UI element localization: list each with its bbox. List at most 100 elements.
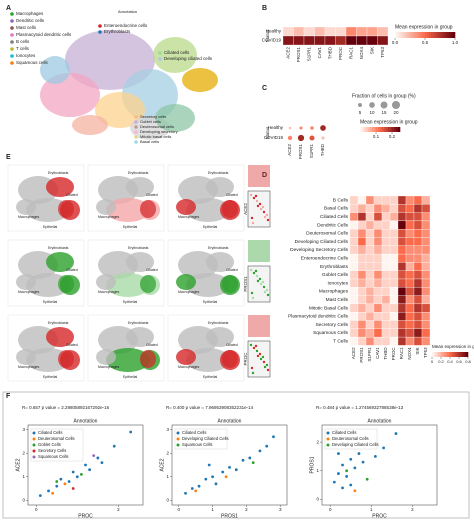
heat-cell bbox=[357, 328, 367, 338]
heat-cell bbox=[357, 295, 367, 305]
heat-cell bbox=[389, 328, 399, 338]
colorbar-step bbox=[465, 352, 467, 357]
scatter-point bbox=[251, 461, 255, 465]
colorbar-step bbox=[403, 32, 406, 38]
colorbar-step bbox=[436, 352, 439, 357]
colorbar-step bbox=[388, 127, 391, 132]
row-label: Mitotic Basal Cells bbox=[309, 305, 349, 311]
side-point bbox=[254, 344, 258, 348]
cluster-label: Ciliated bbox=[226, 343, 238, 347]
umap-cluster bbox=[40, 56, 70, 84]
umap-highlight bbox=[58, 275, 74, 293]
scatter-point bbox=[84, 463, 87, 467]
scatter-point bbox=[197, 484, 201, 488]
colorbar-step bbox=[442, 352, 445, 357]
umap-label: Developing secretory bbox=[140, 129, 178, 134]
umap-cells bbox=[206, 177, 234, 197]
heat-cell bbox=[373, 229, 383, 238]
legend-dot bbox=[10, 54, 14, 58]
scatter-point bbox=[63, 482, 67, 486]
cluster-label: Erythroblasts bbox=[128, 246, 149, 250]
heat-cell bbox=[365, 204, 375, 213]
side-point bbox=[265, 213, 269, 217]
colorbar-step bbox=[366, 127, 369, 132]
colorbar-step bbox=[447, 352, 449, 357]
colorbar-step bbox=[401, 32, 404, 38]
panel-letter: A bbox=[6, 5, 11, 12]
colorbar-step bbox=[449, 32, 452, 38]
side-point bbox=[261, 355, 265, 359]
legend-dot bbox=[134, 135, 138, 139]
colorbar-label: 0.1 bbox=[373, 134, 380, 139]
umap-label: Ciliated cells bbox=[164, 50, 190, 55]
heat-cell bbox=[405, 245, 415, 255]
row-label: Secretory Cells bbox=[315, 322, 348, 328]
legend-dot bbox=[134, 140, 138, 144]
umap-label: B cells bbox=[16, 39, 30, 44]
side-point bbox=[263, 290, 267, 294]
heat-cell bbox=[389, 287, 399, 296]
heat-cell bbox=[381, 220, 391, 230]
colorbar-step bbox=[423, 32, 426, 38]
scatter-point bbox=[75, 475, 79, 479]
heat-cell bbox=[349, 295, 359, 305]
heat-cell bbox=[377, 35, 389, 46]
umap-label: Macrophages bbox=[16, 11, 44, 16]
heat-cell bbox=[357, 303, 367, 313]
side-point bbox=[252, 196, 256, 200]
heat-cell bbox=[397, 303, 407, 313]
legend-label: Developing Ciliated Cells bbox=[182, 436, 229, 441]
heat-cell bbox=[405, 312, 415, 321]
scatter-point bbox=[234, 468, 238, 472]
legend-dot bbox=[326, 443, 330, 447]
colorbar-step bbox=[397, 32, 400, 38]
umap-highlight bbox=[140, 200, 156, 218]
heat-cell bbox=[381, 312, 391, 321]
heat-cell bbox=[413, 312, 423, 321]
y-tick-label: 1 bbox=[166, 474, 169, 479]
umap-label: T cells bbox=[16, 46, 30, 51]
y-tick-label: 0 bbox=[166, 497, 169, 502]
scatter-point bbox=[96, 456, 100, 460]
x-tick-label: 2 bbox=[245, 507, 248, 512]
col-label: RAC1 bbox=[348, 47, 353, 60]
colorbar-label: 0.8 bbox=[465, 359, 471, 364]
heat-cell bbox=[405, 328, 415, 338]
legend-dot bbox=[176, 443, 180, 447]
y-tick-label: 3 bbox=[166, 427, 169, 432]
cluster-label: Epithelial bbox=[123, 225, 137, 229]
row-label: Dendritic Cells bbox=[317, 222, 349, 228]
cluster-label: Erythroblasts bbox=[208, 246, 229, 250]
heat-cell bbox=[389, 262, 399, 271]
scatter-point bbox=[228, 465, 231, 469]
legend-dot bbox=[134, 120, 138, 124]
heat-cell bbox=[349, 303, 359, 313]
heat-cell bbox=[389, 336, 399, 346]
umap-cells bbox=[96, 274, 116, 290]
size-legend-dot bbox=[357, 102, 363, 108]
scatter-point bbox=[67, 480, 71, 483]
heat-cell bbox=[413, 278, 423, 288]
row-label: Healthy bbox=[266, 29, 282, 34]
col-label: THBD bbox=[320, 143, 325, 156]
umap-highlight bbox=[222, 275, 238, 293]
heat-cell bbox=[357, 287, 367, 296]
umap-cells bbox=[206, 327, 234, 347]
legend-dot bbox=[326, 431, 330, 435]
colorbar-label: 0.0 bbox=[392, 40, 399, 45]
scatter-title: R= 0.484 p value = 1.27456932788538e-13 bbox=[316, 405, 404, 410]
cluster-label: Macrophages bbox=[178, 290, 199, 294]
side-point bbox=[256, 354, 260, 358]
heat-cell bbox=[365, 220, 375, 230]
colorbar-step bbox=[456, 352, 458, 357]
heat-cell bbox=[381, 195, 391, 205]
panel-letter: D bbox=[262, 172, 267, 179]
side-point bbox=[262, 210, 266, 214]
colorbar-step bbox=[368, 127, 371, 132]
scatter-point bbox=[365, 477, 369, 481]
umap-cells bbox=[96, 199, 116, 215]
heat-cell bbox=[405, 212, 415, 222]
cluster-label: Macrophages bbox=[178, 365, 199, 369]
umap-label: Deuterosomal cells bbox=[140, 124, 174, 129]
heat-cell bbox=[373, 204, 383, 213]
